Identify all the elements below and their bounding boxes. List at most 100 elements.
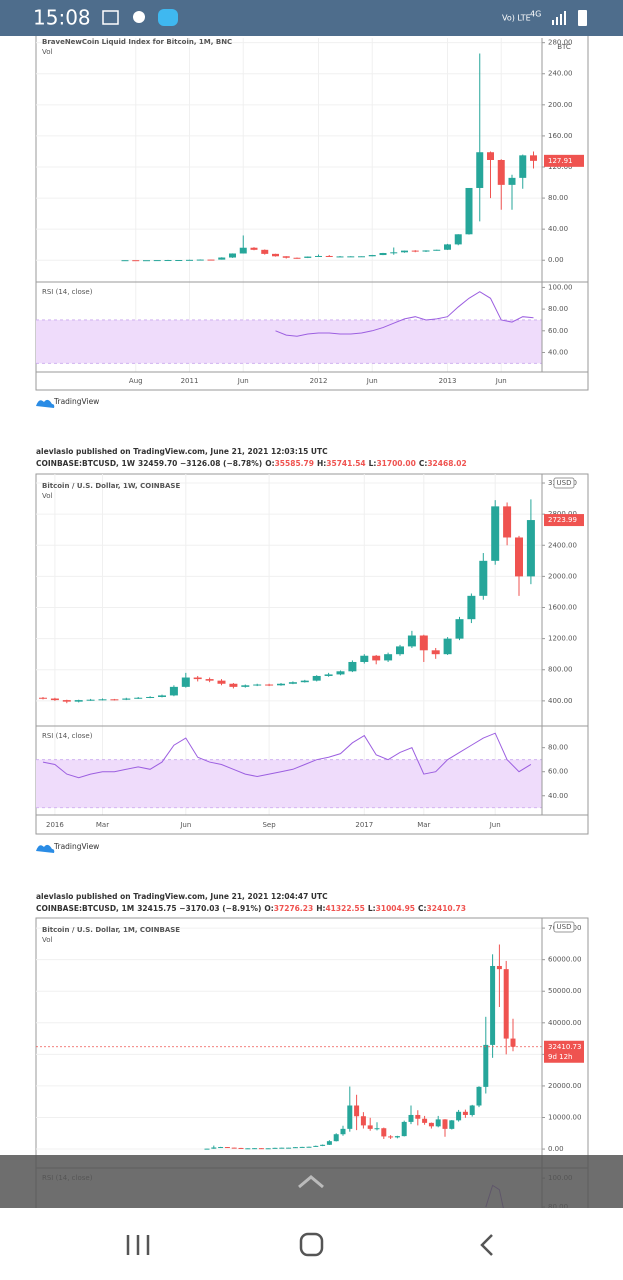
candle-body [449,1120,455,1129]
candle-body [299,1146,305,1148]
ohlc-value: 35585.79 [275,459,314,468]
back-button[interactable] [480,1234,493,1256]
candle-body [469,1105,475,1115]
x-tick-label: Jun [237,377,249,385]
candle-body [443,638,452,655]
candle-body [455,619,464,639]
candle-body [401,1121,407,1137]
candle-body [74,700,83,702]
candle-body [261,249,269,254]
candle-body [379,253,387,256]
currency-box [553,921,575,933]
x-tick-label: Jun [179,821,191,829]
chart: 0.00 40.00 80.00 120.00 160.00 200.00 240.00 28… [35,29,589,408]
ohlc-key: H: [317,459,326,468]
candle-body [374,1128,380,1130]
chart-title: Bitcoin / U.S. Dollar, 1M, COINBASE [42,926,180,934]
y-tick-label: 20000.00 [548,1082,581,1090]
publish-line: alevlaslo published on TradingView.com, … [36,892,328,901]
candle-body [367,1125,373,1129]
scroll-up-button[interactable] [298,1175,324,1189]
candle-body [153,260,161,262]
candle-body [250,247,258,250]
candle-body [169,686,178,696]
candle-body [132,260,140,262]
x-tick-label: Sep [262,821,276,829]
candle-body [211,1147,217,1149]
candle-body [360,1116,366,1126]
candle-body [315,255,322,257]
signal-type: 4G [530,10,541,19]
ohlc-value: 35741.54 [326,459,365,468]
y-tick-label: 800.00 [548,666,573,674]
x-tick-label: Mar [417,821,430,829]
candle-body [231,1147,237,1149]
candle-body [348,661,357,672]
navigation-bar [0,1208,623,1280]
candle-body [122,698,131,700]
candle-body [239,247,247,254]
candle-body [98,699,107,701]
ohlc-value: 32410.73 [427,904,466,913]
x-tick-label: Aug [129,377,143,385]
ohlc-key: H: [316,904,325,913]
x-tick-label: 2011 [181,377,199,385]
last-price-label: 2723.99 [548,516,577,524]
recent-apps-button[interactable] [126,1235,150,1255]
candle-body [258,1148,264,1150]
last-price-label: 32410.73 [548,1043,581,1051]
candle-body [181,677,190,687]
candle-body [164,260,172,262]
rsi-line [42,732,532,779]
candle-body [204,1148,210,1150]
price-change: 32415.75 −3170.03 (−8.91%) [137,904,261,913]
price-change: 32459.70 −3126.08 (−8.78%) [138,459,262,468]
candle-body [324,674,333,676]
candle-body [428,1122,434,1127]
chart-title: Bitcoin / U.S. Dollar, 1W, COINBASE [42,482,180,490]
y-tick-label: 2400.00 [548,541,577,549]
candle-body [419,635,428,651]
candle-body [279,1147,285,1149]
candle-body [360,655,369,662]
battery-icon [578,10,587,26]
ohlc-key: C: [418,904,427,913]
candle-body [415,1114,421,1119]
candle-body [325,255,333,257]
symbol: COINBASE:BTCUSD, 1W [36,459,136,468]
home-button[interactable] [299,1232,324,1257]
signal-icon [552,11,566,25]
rsi-tick-label: 40.00 [548,348,568,356]
candle-body [411,250,419,252]
y-tick-label: 160.00 [548,132,573,140]
candle-body [519,155,527,178]
candle-body [388,1136,394,1138]
rsi-tick-label: 60.00 [548,768,568,776]
chart-feed: 0.00 40.00 80.00 120.00 160.00 200.00 240.00 28… [35,29,589,1280]
x-tick-label: 2017 [355,821,373,829]
chart: alevlaslo published on TradingView.com, … [35,447,589,853]
candle-body [394,1136,400,1138]
y-tick-label: 280.00 [548,39,573,47]
candle-body [456,1111,462,1121]
candle-body [476,152,484,188]
candle-body [435,1119,441,1127]
y-tick-label: 40.00 [548,225,568,233]
y-tick-label: 200.00 [548,101,573,109]
rsi-tick-label: 80.00 [548,305,568,313]
candle-body [530,155,537,161]
candle-body [503,969,509,1039]
candle-body [300,680,309,683]
ohlc-value: 41322.55 [325,904,364,913]
candle-body [433,249,441,251]
y-tick-label: 80.00 [548,194,568,202]
candle-body [526,520,535,577]
y-tick-label: 60000.00 [548,956,581,964]
x-tick-label: Jun [495,377,507,385]
status-bar [0,0,623,36]
x-tick-label: Mar [96,821,109,829]
rsi-label: RSI (14, close) [42,732,93,740]
candle-body [86,699,95,701]
candle-body [39,697,47,699]
